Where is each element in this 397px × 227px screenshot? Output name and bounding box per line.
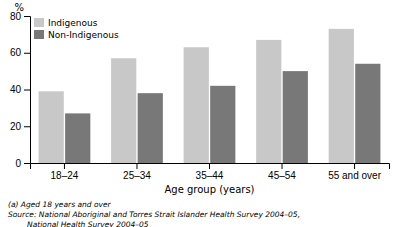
y-tick-label: 0 <box>15 158 21 169</box>
x-tick-mark <box>209 163 210 169</box>
plot: 02040608018–2425–3435–4445–5455 and over… <box>10 11 390 181</box>
x-tick-label: 25–34 <box>123 170 151 181</box>
x-tick: 45–54 <box>268 163 296 181</box>
x-tick-mark <box>64 163 65 169</box>
bar <box>283 71 308 163</box>
y-tick: 60 <box>10 47 30 58</box>
y-tick: 40 <box>10 84 30 95</box>
y-axis-title: % <box>14 2 24 13</box>
x-tick: 18–24 <box>51 163 79 181</box>
bar <box>39 91 64 163</box>
y-tick-label: 40 <box>10 84 22 95</box>
x-tick-label: 18–24 <box>51 170 79 181</box>
x-tick: 55 and over <box>328 163 381 181</box>
legend: Indigenous Non-Indigenous <box>34 18 119 40</box>
bar <box>65 113 90 163</box>
footnote: Source: National Aboriginal and Torres S… <box>8 210 300 219</box>
x-tick-label: 35–44 <box>196 170 224 181</box>
x-tick: 35–44 <box>196 163 224 181</box>
y-axis: 020406080 <box>10 11 31 169</box>
legend-swatch <box>34 30 44 39</box>
y-tick-mark <box>24 53 30 54</box>
legend-swatch <box>34 18 44 27</box>
x-tick-label: 45–54 <box>268 170 296 181</box>
bar <box>138 93 163 163</box>
x-tick-mark <box>354 163 355 169</box>
legend-label: Non-Indigenous <box>48 30 119 40</box>
y-axis-line <box>24 17 31 164</box>
legend-item: Non-Indigenous <box>34 30 119 40</box>
chart: 02040608018–2425–3435–4445–5455 and over… <box>0 0 397 227</box>
legend-label: Indigenous <box>48 18 98 28</box>
x-tick-mark <box>136 163 137 169</box>
bar <box>210 86 235 163</box>
footnote: (a) Aged 18 years and over <box>8 200 112 209</box>
bar <box>256 40 281 163</box>
bar <box>184 47 209 163</box>
y-tick-mark <box>24 126 30 127</box>
y-tick-mark <box>24 16 30 17</box>
y-tick-label: 60 <box>10 47 22 58</box>
x-tick-mark <box>282 163 283 169</box>
y-tick: 0 <box>15 158 30 169</box>
footnote: National Health Survey 2004–05 <box>8 220 149 227</box>
x-axis: 18–24 25–34 35–44 45–54 55 and over <box>31 163 390 181</box>
bars <box>39 29 381 163</box>
y-tick-mark <box>24 90 30 91</box>
bar <box>329 29 354 163</box>
y-tick-label: 20 <box>10 121 22 132</box>
bar <box>355 64 380 163</box>
y-tick: 20 <box>10 121 30 132</box>
x-axis-title: Age group (years) <box>164 184 254 195</box>
bar <box>111 58 136 163</box>
legend-item: Indigenous <box>34 18 98 28</box>
y-tick-mark <box>24 163 30 164</box>
x-tick-label: 55 and over <box>328 170 381 181</box>
x-axis-line <box>31 164 390 170</box>
x-tick: 25–34 <box>123 163 151 181</box>
